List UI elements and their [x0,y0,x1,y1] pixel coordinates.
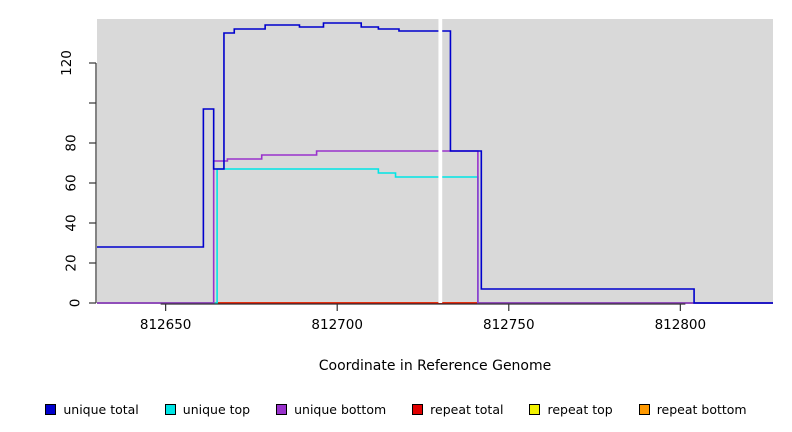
x-tick-label: 812650 [139,317,192,333]
legend-swatch-icon [412,403,424,415]
legend-label: unique bottom [294,401,387,417]
x-tick-label: 812800 [654,317,707,333]
y-tick-label: 0 [67,298,84,308]
plot-background [97,19,773,303]
legend-swatch-icon [164,403,176,415]
data-gap-band [438,19,443,303]
legend-label: unique top [182,401,251,417]
legend-label: repeat bottom [656,401,747,417]
legend-label: repeat total [430,401,504,417]
x-axis-label: Coordinate in Reference Genome [318,358,552,374]
series-line-unique-total [97,22,773,304]
legend-item[interactable]: repeat bottom [638,401,747,417]
legend-item[interactable]: unique top [164,401,251,417]
legend-swatch-icon [638,403,650,415]
legend-label: unique total [63,401,139,417]
legend-item[interactable]: unique bottom [276,402,386,417]
legend-swatch-icon [276,403,288,415]
legend-label: repeat top [547,401,613,417]
y-tick-label: 120 [59,50,76,76]
chart-legend: unique total unique top unique bottom repea… [0,398,792,420]
legend-item[interactable]: repeat total [412,402,503,417]
legend-item[interactable]: repeat top [529,401,613,417]
y-tick-label: 80 [63,134,80,152]
x-tick-label: 812700 [311,317,363,333]
legend-swatch-icon [45,403,57,415]
series-line-unique-bottom [97,150,773,304]
legend-swatch-icon [529,403,541,415]
y-tick-label: 20 [63,254,80,272]
y-tick-label: 40 [63,214,80,232]
y-tick-label: 60 [63,174,80,192]
x-tick-label: 812750 [482,317,535,333]
legend-item[interactable]: unique total [45,401,139,417]
